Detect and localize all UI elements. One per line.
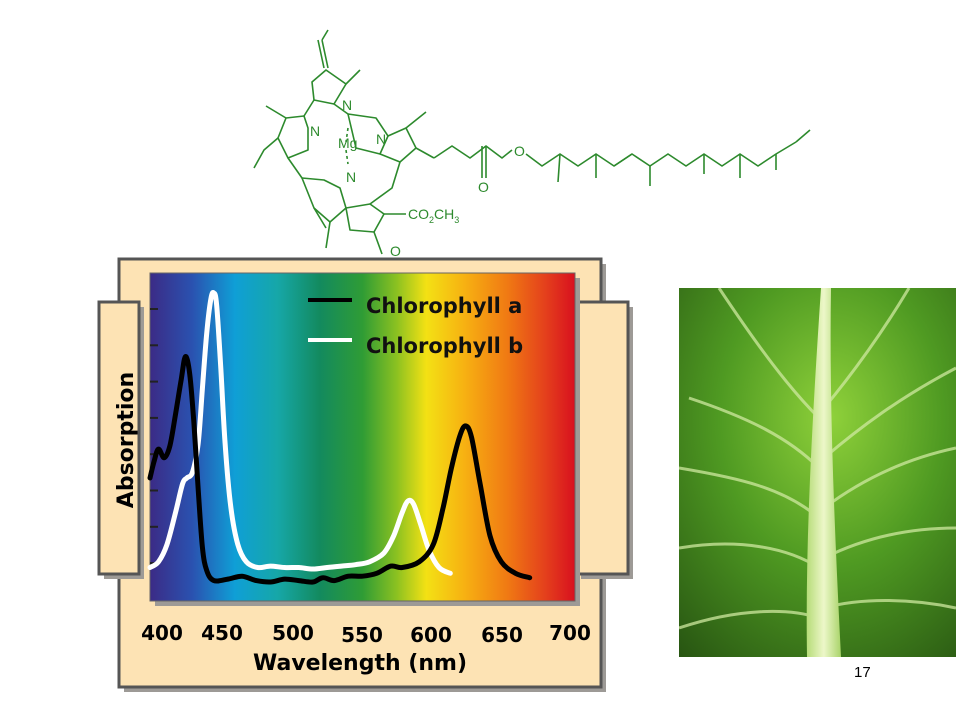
legend-label-chlorophyll-a: Chlorophyll a (366, 294, 522, 318)
page-number: 17 (854, 664, 871, 681)
ester-oxygen-label: O (514, 143, 525, 159)
right-tab (574, 300, 630, 576)
chlorophyll-structure-diagram: Mg N N N N O O O CO2CH3 (253, 29, 811, 258)
series-layer (147, 290, 533, 585)
nitrogen-atom-label-left: N (310, 123, 320, 139)
ketone-oxygen-label: O (390, 243, 401, 258)
x-tick-label: 400 (141, 621, 183, 645)
spectrum-plot-area (149, 272, 576, 602)
nitrogen-atom-label-right: N (376, 131, 386, 147)
carbonyl-oxygen-label: O (478, 179, 489, 195)
methyl-ester-label: CO2CH3 (408, 206, 459, 225)
y-axis-title: Absorption (114, 372, 139, 508)
series-line-chlorophyll-a (147, 354, 533, 585)
x-tick-label: 500 (272, 621, 314, 645)
x-tick-label: 550 (341, 623, 383, 647)
magnesium-atom-label: Mg (338, 135, 357, 151)
x-tick-label: 650 (481, 623, 523, 647)
x-tick-label: 450 (201, 621, 243, 645)
legend-label-chlorophyll-b: Chlorophyll b (366, 334, 523, 358)
leaf-photo (679, 288, 956, 657)
x-axis-title: Wavelength (nm) (253, 651, 467, 676)
x-tick-label: 600 (410, 623, 452, 647)
nitrogen-atom-label-bottom: N (346, 169, 356, 185)
legend: Chlorophyll a Chlorophyll b (308, 294, 523, 358)
x-tick-label: 700 (549, 621, 591, 645)
x-axis-tick-labels: 400 450 500 550 600 650 700 (141, 621, 591, 647)
series-line-chlorophyll-b (147, 290, 453, 576)
nitrogen-atom-label-top: N (342, 97, 352, 113)
left-tab (97, 300, 141, 576)
